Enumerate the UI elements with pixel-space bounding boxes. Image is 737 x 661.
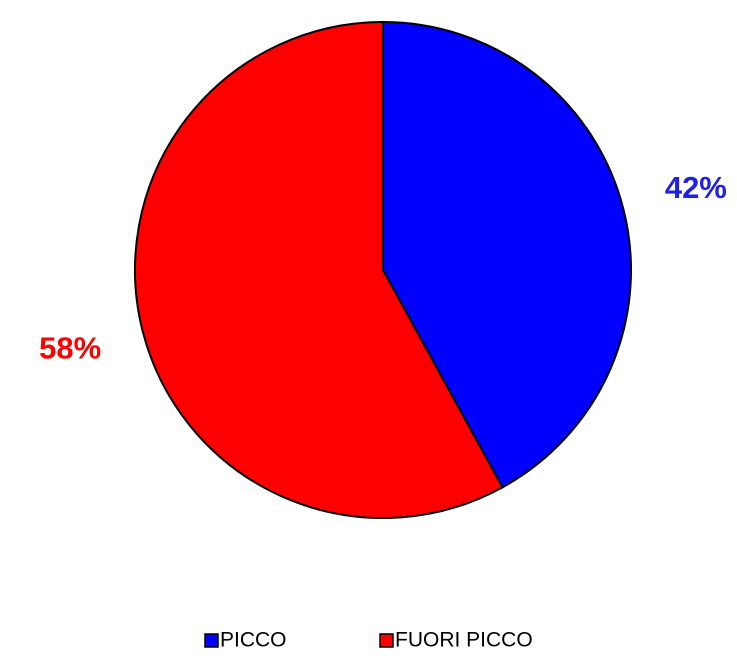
legend: PICCO FUORI PICCO (204, 629, 533, 652)
legend-label-fuori-picco: FUORI PICCO (395, 629, 533, 652)
pie-slices (134, 20, 632, 519)
pie-slice-picco (382, 20, 632, 489)
legend-label-picco: PICCO (220, 629, 287, 652)
data-label-fuori-picco: 58% (39, 331, 101, 366)
pie-slice-fuori-picco (134, 20, 504, 519)
data-label-picco: 42% (665, 170, 727, 205)
legend-swatch-picco (204, 633, 219, 648)
data-labels: 42% 58% (39, 170, 727, 366)
legend-swatch-fuori-picco (379, 633, 394, 648)
